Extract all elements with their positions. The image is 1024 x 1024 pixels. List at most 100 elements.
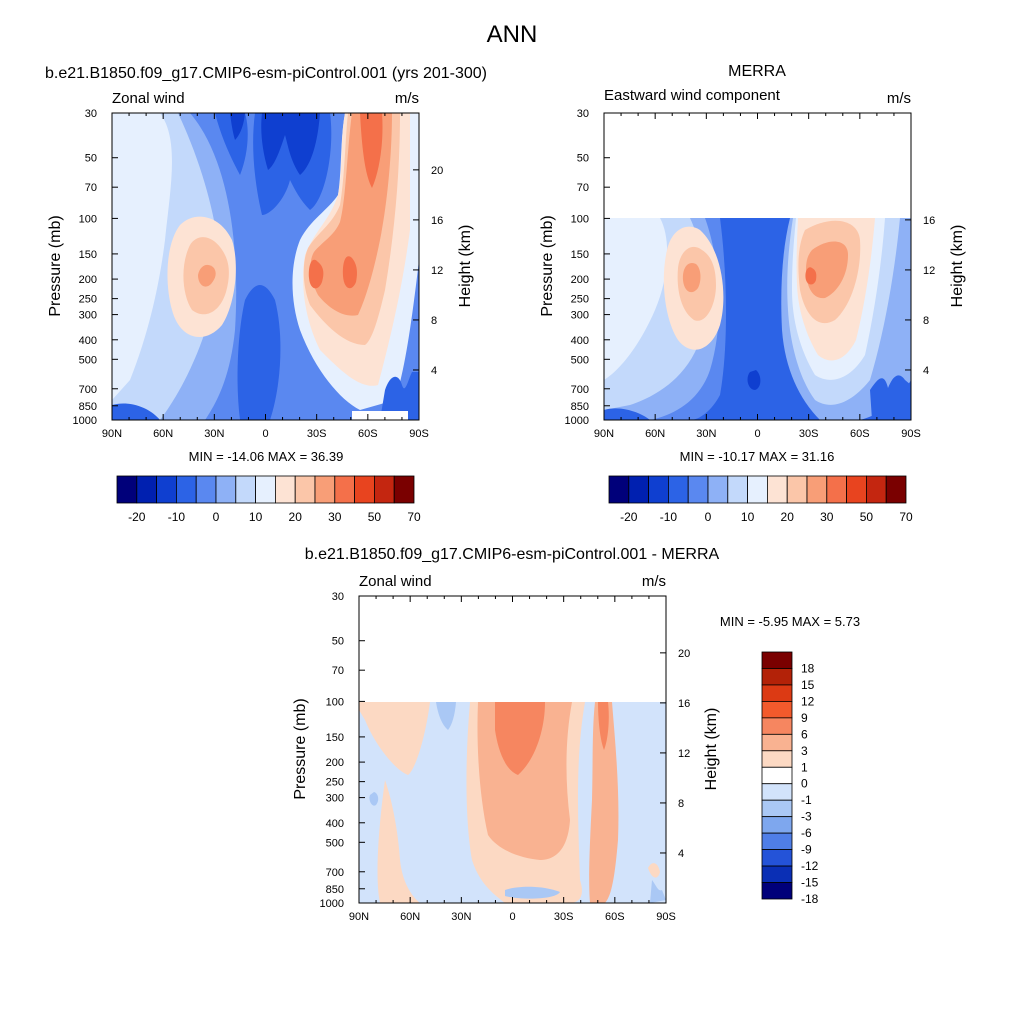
- axes: 90N 60N 30N 0 30S 60S 90S 30 50 70 100 150 200 250 300…: [73, 108, 444, 440]
- x-tick-label: 0: [262, 428, 268, 440]
- panel-merra: MERRA Eastward wind component m/s 90N 60: [539, 63, 966, 524]
- y-axis-label: Pressure (mb): [292, 698, 309, 799]
- colorbar-label: 70: [899, 510, 913, 524]
- colorbar-label: 18: [801, 661, 815, 675]
- x-tick-label: 90S: [656, 911, 676, 923]
- colorbar-swatch: [761, 849, 793, 867]
- x-tick-label: 60N: [400, 911, 420, 923]
- colorbar-swatch: [761, 684, 793, 702]
- colorbar-swatch: [767, 475, 788, 504]
- contour-band: [604, 218, 668, 380]
- y2-tick-label: 4: [431, 365, 437, 377]
- y-tick-label: 150: [79, 249, 97, 261]
- contour-band: [380, 372, 419, 420]
- colorbar-label: 3: [801, 744, 808, 758]
- y-tick-label: 200: [79, 274, 97, 286]
- y-tick-label: 250: [79, 294, 97, 306]
- colorbar-swatch: [761, 750, 793, 768]
- y-tick-label: 400: [79, 335, 97, 347]
- contour-band: [747, 370, 761, 390]
- x-tick-label: 60N: [153, 428, 173, 440]
- y2-tick-label: 12: [923, 265, 935, 277]
- x-tick-label: 30S: [799, 428, 819, 440]
- colorbar: -20 -10 0 10 20 30 50 70: [116, 475, 421, 524]
- units-label: m/s: [642, 573, 666, 590]
- left-label: Zonal wind: [112, 90, 185, 107]
- contour-field: [112, 113, 419, 420]
- y2-tick-label: 8: [431, 315, 437, 327]
- colorbar-swatch: [747, 475, 768, 504]
- y-tick-label: 100: [571, 213, 589, 225]
- colorbar-label: -15: [801, 876, 819, 890]
- contour-band: [308, 259, 324, 289]
- y-tick-label: 1000: [320, 898, 344, 910]
- y-tick-label: 850: [326, 884, 344, 896]
- y-tick-label: 150: [571, 249, 589, 261]
- contour-field: [604, 113, 911, 420]
- min-max-stats: MIN = -14.06 MAX = 36.39: [189, 449, 344, 464]
- colorbar-swatch: [727, 475, 748, 504]
- y-tick-label: 200: [571, 274, 589, 286]
- y-tick-label: 1000: [565, 415, 589, 427]
- colorbar-swatch: [761, 717, 793, 735]
- y2-axis-label: Height (km): [949, 225, 966, 308]
- colorbar-label: 15: [801, 678, 815, 692]
- colorbar-swatch: [761, 766, 793, 785]
- x-tick-label: 0: [509, 911, 515, 923]
- y-tick-label: 30: [332, 591, 344, 603]
- colorbar-swatch: [195, 475, 217, 504]
- panel-difference: b.e21.B1850.f09_g17.CMIP6-esm-piControl.…: [292, 546, 860, 923]
- contour-band: [112, 113, 172, 400]
- colorbar-label: 20: [781, 510, 795, 524]
- colorbar-swatch: [314, 475, 336, 504]
- colorbar-swatch: [786, 475, 808, 504]
- contour-band: [261, 113, 320, 175]
- colorbar-swatch: [761, 882, 793, 900]
- y-tick-label: 500: [326, 837, 344, 849]
- contour-band: [648, 863, 660, 878]
- y2-tick-label: 12: [431, 265, 443, 277]
- y-tick-label: 400: [326, 818, 344, 830]
- x-tick-label: 60S: [358, 428, 378, 440]
- y2-axis-label: Height (km): [457, 225, 474, 308]
- min-max-stats: MIN = -5.95 MAX = 5.73: [720, 614, 860, 629]
- y-tick-label: 300: [79, 310, 97, 322]
- colorbar-swatch: [761, 799, 793, 818]
- colorbar-label: 6: [801, 727, 808, 741]
- x-tick-label: 30N: [696, 428, 716, 440]
- x-tick-label: 60S: [605, 911, 625, 923]
- colorbar-swatch: [373, 475, 395, 504]
- contour-band: [359, 702, 430, 775]
- colorbar-label: 30: [328, 510, 342, 524]
- contour-band: [436, 702, 456, 730]
- y-axis-label: Pressure (mb): [47, 215, 64, 316]
- y-tick-label: 300: [326, 793, 344, 805]
- colorbar-label: 70: [407, 510, 421, 524]
- colorbar-swatch: [761, 651, 793, 669]
- y2-axis-label: Height (km): [703, 708, 720, 791]
- contour-band: [230, 113, 245, 140]
- x-tick-label: 60N: [645, 428, 665, 440]
- figure-title: ANN: [487, 21, 538, 48]
- contour-band: [589, 702, 619, 903]
- colorbar-swatch: [761, 816, 793, 834]
- colorbar-label: 20: [289, 510, 303, 524]
- colorbar-swatch: [761, 733, 793, 752]
- colorbar-swatch: [707, 475, 729, 504]
- x-tick-label: 90S: [901, 428, 921, 440]
- colorbar-label: -9: [801, 843, 812, 857]
- colorbar-swatch: [274, 475, 296, 504]
- colorbar-label: -6: [801, 826, 812, 840]
- axes: 90N 60N 30N 0 30S 60S 90S 30 50 70 100 150 200 250 300…: [565, 108, 936, 440]
- y-tick-label: 500: [79, 354, 97, 366]
- y-tick-label: 150: [326, 732, 344, 744]
- y-tick-label: 700: [79, 384, 97, 396]
- contour-band: [369, 792, 379, 806]
- y-tick-label: 30: [577, 108, 589, 120]
- colorbar: 18 15 12 9 6 3 1 0 -1 -3 -6 -9 -12 -15 -18: [761, 651, 819, 906]
- y-tick-label: 700: [571, 384, 589, 396]
- colorbar-swatch: [334, 475, 355, 504]
- colorbar-label: 50: [860, 510, 874, 524]
- y-tick-label: 100: [79, 213, 97, 225]
- colorbar-label: 0: [213, 510, 220, 524]
